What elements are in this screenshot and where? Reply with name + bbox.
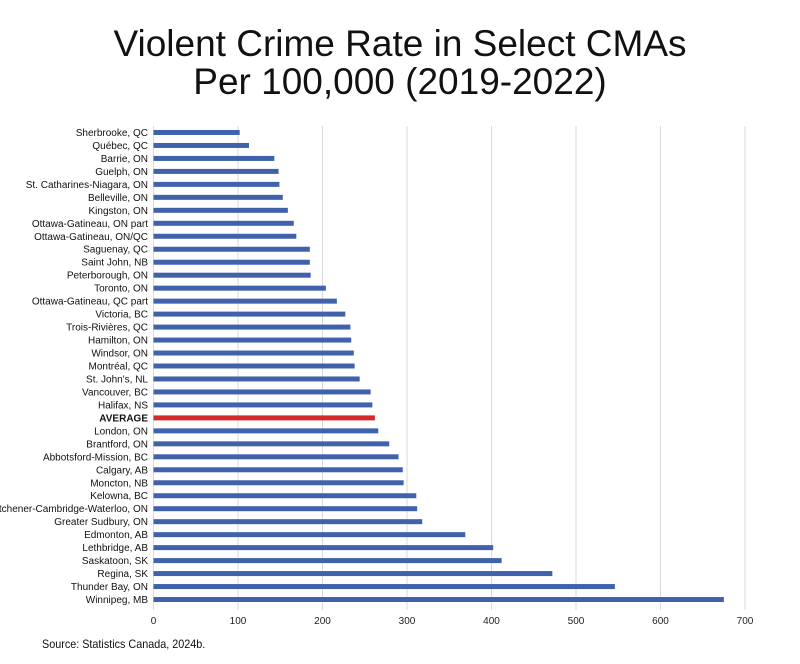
bar-ottawa-gatineau-on-part <box>153 220 294 226</box>
category-label: Halifax, NS <box>98 400 148 411</box>
x-tick-label: 700 <box>737 616 754 627</box>
bar-vancouver-bc <box>153 389 371 395</box>
bar-montr-al-qc <box>153 363 355 369</box>
bar-st-catharines-niagara-on <box>153 181 280 187</box>
category-label: Guelph, ON <box>95 167 148 178</box>
category-label: Saguenay, QC <box>83 245 148 256</box>
bar-toronto-on <box>153 285 326 291</box>
category-label: Saskatoon, SK <box>82 556 148 567</box>
category-label: Hamilton, ON <box>88 336 148 347</box>
bar-regina-sk <box>153 571 553 577</box>
x-tick-label: 100 <box>230 616 247 627</box>
bar-victoria-bc <box>153 311 346 317</box>
category-label: Trois-Rivières, QC <box>66 323 148 334</box>
bar-saskatoon-sk <box>153 558 502 564</box>
category-label: AVERAGE <box>99 413 148 424</box>
bar-average <box>153 415 375 421</box>
bar-brantford-on <box>153 441 390 447</box>
category-label: Kingston, ON <box>89 206 148 217</box>
category-label: Windsor, ON <box>91 349 148 360</box>
category-label: Regina, SK <box>97 569 148 580</box>
bar-thunder-bay-on <box>153 584 615 590</box>
category-label: Belleville, ON <box>88 193 148 204</box>
bar-kingston-on <box>153 207 288 213</box>
x-tick-label: 200 <box>314 616 331 627</box>
category-label: Kelowna, BC <box>90 491 148 502</box>
category-label: Québec, QC <box>92 141 148 152</box>
category-label: St. John's, NL <box>86 374 148 385</box>
category-label: Ottawa-Gatineau, ON/QC <box>34 232 148 243</box>
bar-halifax-ns <box>153 402 373 408</box>
bar-calgary-ab <box>153 467 403 473</box>
category-label: Edmonton, AB <box>84 530 148 541</box>
category-label: London, ON <box>94 426 148 437</box>
bar-moncton-nb <box>153 480 404 486</box>
bar-hamilton-on <box>153 337 352 343</box>
category-label: Moncton, NB <box>90 478 148 489</box>
category-label: St. Catharines-Niagara, ON <box>26 180 148 191</box>
bar-abbotsford-mission-bc <box>153 454 399 460</box>
bar-greater-sudbury-on <box>153 519 423 525</box>
bar-london-on <box>153 428 379 434</box>
category-label: Winnipeg, MB <box>86 595 149 606</box>
chart-title-line-1: Violent Crime Rate in Select CMAs <box>113 23 687 64</box>
bar-kelowna-bc <box>153 493 417 499</box>
bar-saguenay-qc <box>153 246 310 252</box>
bar-guelph-on <box>153 168 279 174</box>
category-label: Sherbrooke, QC <box>76 128 148 139</box>
bar-saint-john-nb <box>153 259 310 265</box>
category-label: Barrie, ON <box>101 154 148 165</box>
bar-belleville-on <box>153 194 283 200</box>
bar-kitchener-cambridge-waterloo-on <box>153 506 418 512</box>
category-label: Thunder Bay, ON <box>71 582 148 593</box>
bar-sherbrooke-qc <box>153 129 240 135</box>
bar-ottawa-gatineau-on-qc <box>153 233 297 239</box>
category-label: Calgary, AB <box>96 465 148 476</box>
x-tick-label: 500 <box>568 616 585 627</box>
bar-ottawa-gatineau-qc-part <box>153 298 337 304</box>
category-label: Brantford, ON <box>86 439 148 450</box>
x-tick-label: 300 <box>399 616 416 627</box>
bar-edmonton-ab <box>153 532 466 538</box>
category-label: Lethbridge, AB <box>82 543 148 554</box>
category-label: Kitchener-Cambridge-Waterloo, ON <box>0 504 148 515</box>
bar-qu-bec-qc <box>153 142 249 148</box>
bar-peterborough-on <box>153 272 311 278</box>
bar-winnipeg-mb <box>153 597 724 603</box>
category-label: Abbotsford-Mission, BC <box>43 452 148 463</box>
category-label: Vancouver, BC <box>82 387 148 398</box>
bar-st-john-s-nl <box>153 376 360 382</box>
category-label: Greater Sudbury, ON <box>54 517 148 528</box>
category-label: Ottawa-Gatineau, QC part <box>32 297 148 308</box>
category-label: Victoria, BC <box>95 310 148 321</box>
bar-trois-rivi-res-qc <box>153 324 351 330</box>
bar-barrie-on <box>153 155 275 161</box>
category-label: Montréal, QC <box>89 362 148 373</box>
category-label: Saint John, NB <box>81 258 148 269</box>
chart-title-line-2: Per 100,000 (2019-2022) <box>193 61 607 102</box>
x-tick-label: 0 <box>151 616 157 627</box>
x-tick-label: 600 <box>652 616 669 627</box>
bar-lethbridge-ab <box>153 545 494 551</box>
category-label: Peterborough, ON <box>67 271 148 282</box>
category-label: Ottawa-Gatineau, ON part <box>32 219 148 230</box>
x-tick-label: 400 <box>483 616 500 627</box>
source-note: Source: Statistics Canada, 2024b. <box>42 637 206 651</box>
category-label: Toronto, ON <box>94 284 148 295</box>
bar-windsor-on <box>153 350 354 356</box>
